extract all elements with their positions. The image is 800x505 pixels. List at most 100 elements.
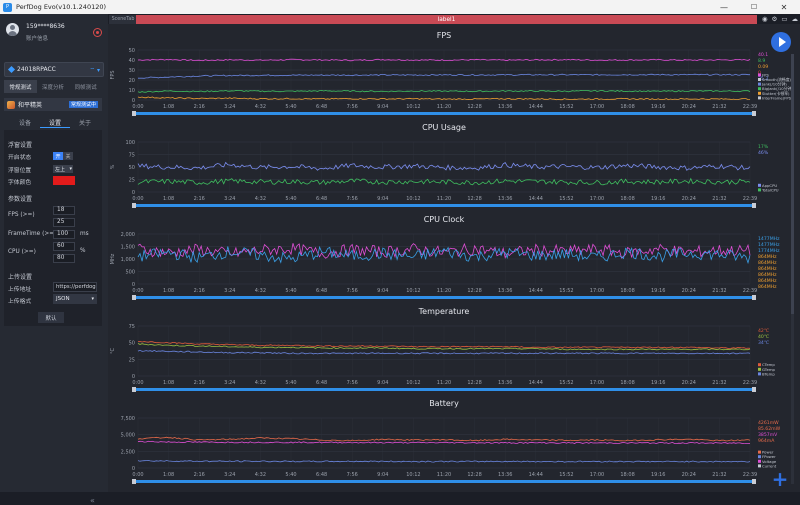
x-tick-label: 5:40 [285, 196, 296, 202]
tab-normal-test[interactable]: 常规测试 [4, 80, 37, 93]
wifi-chevron-icon: ⌔ ▾ [89, 66, 100, 74]
frametime-input[interactable]: 100 [53, 230, 75, 239]
folder-icon[interactable]: ▭ [781, 15, 788, 23]
location-icon[interactable]: ◉ [761, 15, 768, 23]
series-line-fpower [137, 459, 751, 463]
close-button[interactable]: ✕ [780, 2, 788, 12]
scrubber-handle-left [132, 387, 136, 392]
app-selector[interactable]: 和平精英 常规测试中 [4, 98, 102, 111]
scrubber-handle-left [132, 479, 136, 484]
upload-url-input[interactable]: https://perfdog.q [53, 282, 97, 292]
legend-label: Smooth(流畅度) [762, 77, 792, 82]
x-tick-label: 17:00 [590, 380, 604, 386]
x-tick-label: 0:00 [132, 288, 143, 294]
x-tick-label: 10:12 [406, 196, 420, 202]
x-tick-label: 18:08 [620, 472, 634, 478]
tab-deep-analysis[interactable]: 深度分析 [42, 84, 65, 91]
x-tick-label: 0:00 [132, 380, 143, 386]
tab-frame-test[interactable]: 同帧测试 [74, 84, 97, 91]
toggle-off[interactable]: 关 [63, 152, 73, 160]
font-color-swatch[interactable] [53, 176, 75, 185]
y-tick-label: 25 [129, 357, 135, 363]
x-tick-label: 19:16 [651, 104, 665, 110]
fps-threshold-1[interactable]: 18 [53, 206, 75, 215]
x-tick-label: 2:16 [194, 288, 205, 294]
x-tick-label: 4:32 [255, 104, 266, 110]
value-readout: 3857mV [758, 432, 778, 438]
open-state-toggle[interactable]: 开 关 [53, 152, 73, 160]
tab-about[interactable]: 关于 [78, 120, 91, 127]
record-icon[interactable] [93, 28, 102, 37]
legend-label: Current [762, 463, 777, 468]
x-tick-label: 2:16 [194, 104, 205, 110]
y-tick-label: 7,500 [121, 416, 135, 422]
x-tick-label: 3:24 [224, 472, 235, 478]
app-logo-icon: P [3, 2, 12, 12]
x-tick-label: 19:16 [651, 288, 665, 294]
x-tick-label: 13:36 [498, 288, 512, 294]
tab-label1[interactable]: label1 [136, 15, 757, 24]
x-tick-label: 11:20 [437, 196, 451, 202]
tab-device[interactable]: 设备 [18, 120, 31, 127]
value-readout: 40℃ [758, 334, 769, 340]
avatar[interactable] [6, 23, 19, 36]
y-tick-label: 0 [132, 190, 135, 196]
cpu-label: CPU (>=) [8, 249, 36, 255]
font-color-label: 字体颜色 [8, 180, 32, 186]
cpu-threshold-1[interactable]: 60 [53, 242, 75, 251]
x-tick-label: 14:44 [529, 380, 543, 386]
x-tick-label: 1:08 [163, 380, 174, 386]
x-tick-label: 17:00 [590, 472, 604, 478]
timeline-scrubber [134, 112, 754, 115]
x-tick-label: 2:16 [194, 380, 205, 386]
x-tick-label: 1:08 [163, 288, 174, 294]
x-tick-label: 5:40 [285, 288, 296, 294]
fps-threshold-2[interactable]: 25 [53, 218, 75, 227]
legend-label: GTemp [762, 367, 776, 372]
play-button[interactable] [771, 32, 791, 52]
y-tick-label: 10 [129, 88, 135, 94]
sub-tabs: 设备 设置 关于 [10, 118, 100, 128]
y-tick-label: 50 [129, 165, 135, 171]
vertical-scrollbar[interactable] [791, 54, 794, 484]
tab-settings[interactable]: 设置 [40, 118, 70, 128]
x-tick-label: 7:56 [347, 380, 358, 386]
y-tick-label: 1,500 [121, 245, 135, 251]
account-info-link[interactable]: 账户信息 [26, 36, 49, 42]
series-line-jank10 [138, 73, 750, 79]
toolbar-icons: ◉ ⚙ ▭ ☁ [762, 15, 798, 23]
maximize-button[interactable]: ☐ [750, 3, 758, 11]
x-tick-label: 15:52 [559, 196, 573, 202]
toggle-on[interactable]: 开 [53, 152, 63, 160]
device-selector[interactable]: 24018RPACC ⌔ ▾ [4, 62, 104, 77]
upload-format-select[interactable]: JSON ▾ [53, 294, 97, 304]
default-button[interactable]: 默认 [38, 312, 64, 323]
x-tick-label: 3:24 [224, 380, 235, 386]
x-tick-label: 19:16 [651, 380, 665, 386]
settings-icon[interactable]: ⚙ [771, 15, 778, 23]
float-position-select[interactable]: 左上 ▾ [53, 165, 73, 173]
timeline-scrubber [134, 480, 754, 483]
series-line-appcpu [137, 161, 751, 171]
fps-label: FPS (>=) [8, 212, 35, 218]
cpu-threshold-2[interactable]: 80 [53, 254, 75, 263]
legend-swatch [758, 73, 761, 77]
series-line-bigjank10 [137, 89, 751, 93]
x-tick-label: 19:16 [651, 472, 665, 478]
y-tick-label: 2,000 [121, 232, 135, 238]
x-tick-label: 14:44 [529, 288, 543, 294]
legend-label: CTemp [762, 362, 775, 367]
collapse-sidebar-icon[interactable]: « [90, 496, 95, 505]
tab-scene[interactable]: SceneTab [109, 15, 137, 24]
series-line-cpu1 [137, 245, 751, 265]
add-chart-button[interactable]: + [771, 467, 789, 491]
x-tick-label: 12:28 [467, 472, 481, 478]
y-tick-label: 1,000 [121, 257, 135, 263]
x-tick-label: 6:48 [316, 472, 327, 478]
series-line-gtemp [137, 343, 751, 351]
minimize-button[interactable]: — [720, 2, 728, 12]
cloud-icon[interactable]: ☁ [791, 15, 799, 23]
y-tick-label: 30 [129, 68, 135, 74]
timeline-scrubber [134, 388, 754, 391]
